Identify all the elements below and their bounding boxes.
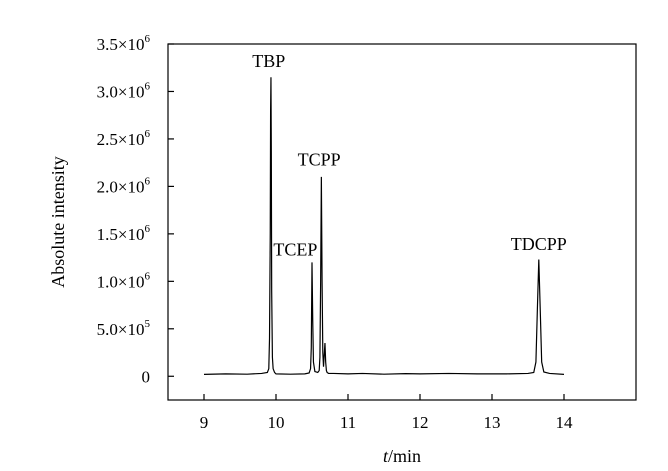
y-tick-label: 3.0×106 [97,80,151,101]
peak-labels: TBP TCEP TCPP TDCPP [252,51,567,260]
y-axis-title: Absolute intensity [48,156,68,288]
x-axis-title-unit: /min [388,446,421,466]
peak-label-tcpp: TCPP [298,150,341,170]
y-tick-label: 1.5×106 [97,223,151,244]
x-axis: 9 10 11 12 13 14 [200,394,573,432]
x-tick-label: 14 [556,413,574,432]
y-tick-label: 2.0×106 [97,175,151,196]
y-tick-label: 3.5×106 [97,33,151,54]
peak-label-tcep: TCEP [273,240,317,260]
x-tick-label: 12 [412,413,429,432]
peak-label-tdcpp: TDCPP [511,234,567,254]
plot-frame [167,43,637,401]
y-tick-label: 1.0×106 [97,270,151,291]
x-axis-title-italic: t [383,446,389,466]
x-tick-label: 13 [484,413,501,432]
y-axis: 0 5.0×105 1.0×106 1.5×106 2.0×106 2.5×106 3.0×… [97,33,174,386]
x-tick-label: 11 [340,413,356,432]
y-tick-label: 0 [142,367,151,386]
x-axis-title: t/min [383,446,421,466]
x-tick-label: 10 [268,413,285,432]
peak-label-tbp: TBP [252,51,285,71]
chromatogram-trace [203,77,565,375]
y-tick-label: 5.0×105 [97,318,151,339]
x-tick-label: 9 [200,413,209,432]
y-tick-label: 2.5×106 [97,128,151,149]
